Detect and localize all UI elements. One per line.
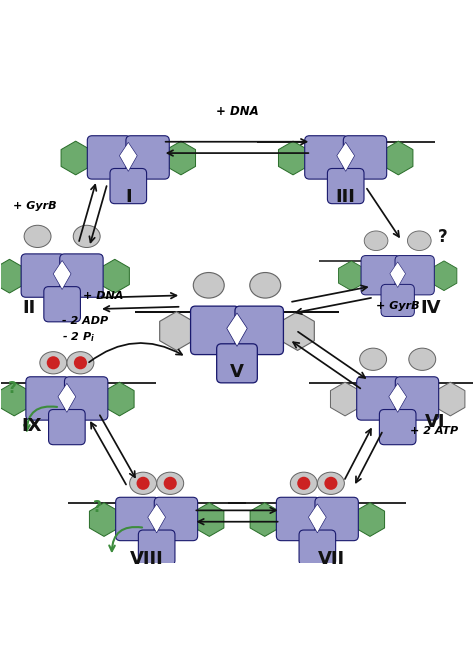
FancyBboxPatch shape [60,254,103,298]
FancyBboxPatch shape [328,169,364,203]
FancyBboxPatch shape [299,530,336,565]
Text: + DNA: + DNA [216,105,258,118]
Circle shape [324,477,337,490]
Text: + DNA: + DNA [83,291,124,301]
FancyBboxPatch shape [48,409,85,445]
Ellipse shape [409,348,436,370]
FancyBboxPatch shape [276,497,320,541]
Ellipse shape [290,472,317,494]
Text: II: II [22,299,36,317]
FancyBboxPatch shape [305,136,348,179]
Text: + 2 ATP: + 2 ATP [410,426,457,436]
Polygon shape [389,383,407,413]
Ellipse shape [40,352,67,374]
FancyBboxPatch shape [154,497,198,541]
FancyBboxPatch shape [138,530,175,565]
Polygon shape [58,383,76,413]
Ellipse shape [364,231,388,250]
Text: IX: IX [21,417,42,436]
FancyBboxPatch shape [26,377,69,420]
Text: ?: ? [93,500,102,515]
FancyBboxPatch shape [343,136,387,179]
FancyBboxPatch shape [191,306,239,354]
Text: - 2 ADP: - 2 ADP [62,317,108,326]
Ellipse shape [24,225,51,247]
Text: VII: VII [318,549,345,568]
Polygon shape [390,262,406,288]
Polygon shape [148,504,165,533]
Polygon shape [119,143,137,171]
Text: III: III [336,188,356,206]
Ellipse shape [73,225,100,247]
Circle shape [137,477,150,490]
FancyBboxPatch shape [110,169,146,203]
FancyBboxPatch shape [395,256,434,295]
Circle shape [74,356,87,370]
FancyBboxPatch shape [126,136,169,179]
Polygon shape [53,260,71,290]
FancyBboxPatch shape [64,377,108,420]
Polygon shape [309,504,326,533]
Text: V: V [230,363,244,381]
Polygon shape [227,313,247,347]
Text: + GyrB: + GyrB [376,301,420,311]
Text: I: I [125,188,132,206]
FancyBboxPatch shape [44,286,81,322]
Polygon shape [337,143,355,171]
Text: + GyrB: + GyrB [12,201,56,211]
FancyBboxPatch shape [357,377,400,420]
Text: VIII: VIII [130,549,164,568]
FancyBboxPatch shape [21,254,64,298]
Circle shape [47,356,60,370]
Ellipse shape [318,472,345,494]
Text: ?: ? [438,228,447,246]
Text: VI: VI [425,413,446,430]
FancyBboxPatch shape [381,284,414,317]
Ellipse shape [360,348,387,370]
FancyBboxPatch shape [116,497,159,541]
FancyBboxPatch shape [217,344,257,383]
Text: IV: IV [420,299,441,317]
FancyBboxPatch shape [361,256,401,295]
FancyBboxPatch shape [315,497,358,541]
FancyBboxPatch shape [235,306,283,354]
FancyBboxPatch shape [379,409,416,445]
Ellipse shape [193,273,224,298]
Ellipse shape [250,273,281,298]
Ellipse shape [157,472,184,494]
Text: ?: ? [8,381,17,396]
Circle shape [297,477,310,490]
FancyBboxPatch shape [87,136,131,179]
Ellipse shape [67,352,94,374]
Circle shape [164,477,177,490]
Text: - 2 P$_\mathregular{i}$: - 2 P$_\mathregular{i}$ [62,330,95,344]
FancyBboxPatch shape [395,377,438,420]
Ellipse shape [408,231,431,250]
Ellipse shape [129,472,156,494]
